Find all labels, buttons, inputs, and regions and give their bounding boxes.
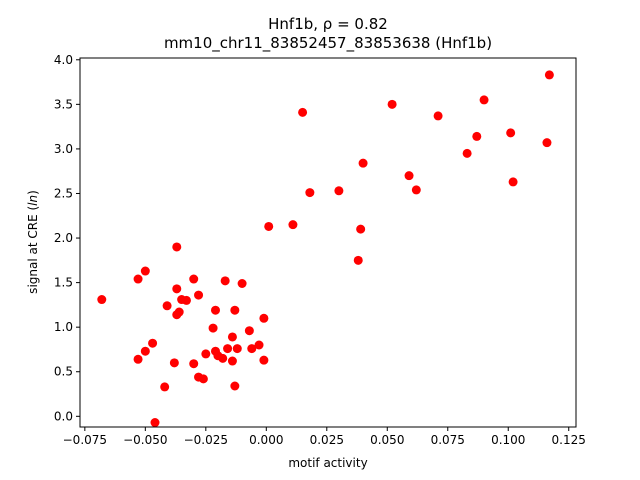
data-point (160, 382, 170, 392)
data-point (237, 279, 247, 288)
data-point (169, 358, 179, 368)
data-point (133, 354, 143, 364)
data-point (247, 344, 257, 354)
data-point (506, 128, 516, 138)
y-tick-label: 1.5 (54, 276, 73, 290)
chart-subtitle: mm10_chr11_83852457_83853638 (Hnf1b) (164, 34, 492, 53)
data-point (194, 290, 204, 300)
x-tick-label: 0.075 (431, 433, 465, 447)
data-point (305, 188, 315, 198)
data-point (259, 313, 269, 323)
data-point (189, 274, 199, 284)
x-tick-label: 0.125 (552, 433, 586, 447)
data-point (544, 70, 554, 80)
data-point (210, 305, 220, 315)
y-tick-label: 0.5 (54, 365, 73, 379)
data-point (334, 186, 344, 196)
data-point (140, 346, 150, 356)
data-point (220, 276, 230, 286)
data-point (162, 301, 172, 311)
data-point (140, 266, 150, 276)
data-point (353, 255, 363, 265)
data-point (189, 359, 199, 369)
data-point (508, 177, 518, 187)
data-point (97, 295, 107, 305)
data-point (462, 148, 472, 158)
x-tick-label: 0.100 (491, 433, 525, 447)
data-point (479, 95, 489, 105)
data-point (288, 220, 298, 230)
data-point (133, 274, 143, 284)
data-point (387, 99, 397, 109)
chart-title: Hnf1b, ρ = 0.82 (268, 15, 388, 33)
y-axis-label: signal at CRE (ln) (26, 190, 40, 294)
data-point (181, 295, 191, 305)
data-point (174, 307, 184, 317)
x-tick-label: −0.025 (184, 433, 228, 447)
data-point (358, 158, 368, 168)
x-tick-label: −0.075 (63, 433, 107, 447)
data-point (172, 242, 182, 252)
x-tick-label: −0.050 (123, 433, 167, 447)
x-tick-label: 0.050 (370, 433, 404, 447)
data-point (208, 323, 218, 333)
y-tick-label: 3.5 (54, 97, 73, 111)
x-axis-ticks: −0.075 −0.050 −0.025 0.000 0.025 0.050 0.075 0.… (63, 427, 586, 447)
x-axis-label: motif activity (288, 456, 367, 470)
data-point (201, 349, 211, 359)
y-tick-label: 3.0 (54, 142, 73, 156)
y-tick-label: 1.0 (54, 320, 73, 334)
data-point (172, 284, 182, 294)
y-axis-ticks: 0.0 0.5 1.0 1.5 2.0 2.5 3.0 3.5 4.0 (54, 53, 80, 423)
data-point (298, 107, 308, 117)
y-tick-label: 2.0 (54, 231, 73, 245)
data-point (244, 326, 254, 336)
data-point (356, 224, 366, 234)
data-point (223, 344, 233, 354)
data-point (254, 340, 264, 350)
data-point (232, 344, 242, 354)
data-point (259, 355, 269, 365)
data-points (97, 70, 554, 428)
data-point (264, 221, 274, 231)
data-point (148, 338, 158, 348)
data-point (411, 185, 421, 195)
data-point (230, 305, 240, 315)
data-point (404, 171, 414, 181)
x-tick-label: 0.000 (249, 433, 283, 447)
y-tick-label: 4.0 (54, 53, 73, 67)
data-point (227, 356, 237, 366)
data-point (433, 111, 443, 121)
data-point (230, 381, 240, 391)
data-point (218, 353, 228, 363)
data-point (150, 418, 160, 428)
data-point (542, 138, 552, 148)
y-tick-label: 2.5 (54, 186, 73, 200)
x-tick-label: 0.025 (310, 433, 344, 447)
plot-frame (79, 57, 577, 428)
data-point (198, 374, 208, 384)
data-point (227, 332, 237, 342)
y-tick-label: 0.0 (54, 409, 73, 423)
data-point (472, 131, 482, 141)
